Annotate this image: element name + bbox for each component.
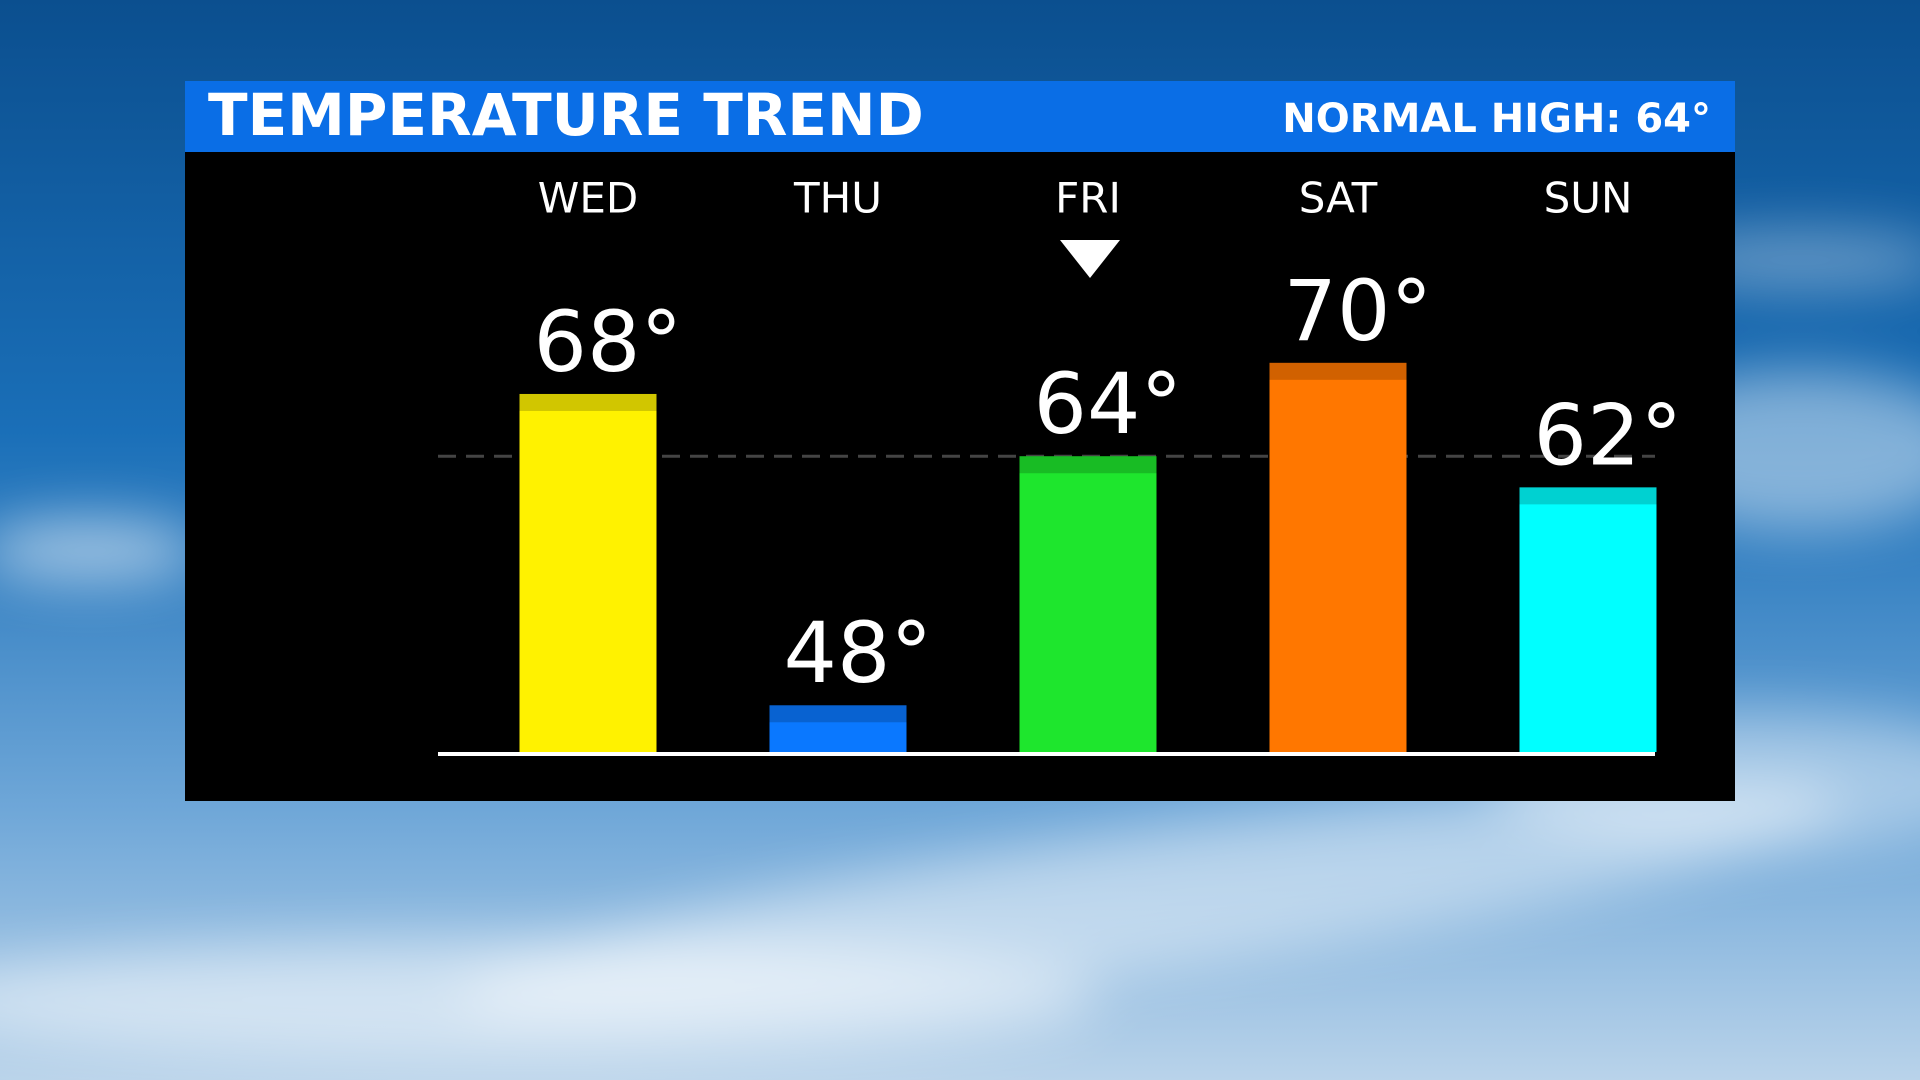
x-tick-label: FRI (1055, 174, 1121, 223)
normal-high-annotation: NORMAL HIGH: 64° (1282, 96, 1711, 142)
bar-cap (1269, 362, 1407, 380)
x-tick-label: SUN (1544, 174, 1633, 223)
bar (1269, 362, 1407, 752)
x-tick-label: WED (538, 174, 638, 223)
bar-cap (1519, 487, 1657, 505)
bar (519, 393, 657, 752)
bar (769, 705, 907, 752)
chart-title: TEMPERATURE TREND (208, 81, 924, 149)
header-bar (185, 81, 1735, 152)
value-label: 62° (1534, 386, 1683, 484)
bar-cap (1019, 456, 1157, 474)
bar (1019, 456, 1157, 752)
value-label: 48° (784, 604, 933, 702)
value-label: 70° (1284, 262, 1433, 360)
x-tick-label: SAT (1299, 174, 1378, 223)
x-tick-label: THU (793, 174, 882, 223)
bar-cap (769, 705, 907, 723)
panel (185, 81, 1735, 801)
bar-cap (519, 393, 657, 411)
value-label: 68° (534, 293, 683, 391)
today-marker (1060, 240, 1120, 278)
bar (1519, 487, 1657, 752)
value-label: 64° (1034, 355, 1183, 453)
